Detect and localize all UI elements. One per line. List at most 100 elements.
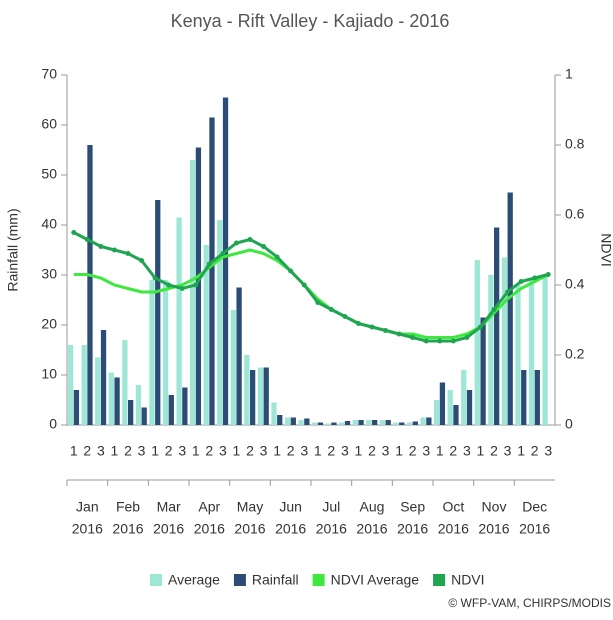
year-label: 2016: [438, 521, 469, 537]
line-marker: [301, 282, 307, 288]
x-tick-label: 3: [422, 443, 430, 459]
x-tick-label: 2: [165, 443, 173, 459]
x-tick-label: 1: [273, 443, 281, 459]
month-label: Jun: [279, 499, 302, 515]
line-marker: [139, 258, 145, 263]
bar: [95, 357, 101, 425]
bar: [155, 200, 161, 425]
x-tick-label: 3: [138, 443, 146, 459]
year-label: 2016: [478, 521, 509, 537]
line-marker: [437, 338, 443, 344]
legend-label: NDVI: [451, 572, 484, 588]
bar: [379, 420, 386, 425]
month-label: Jul: [322, 499, 340, 515]
legend-swatch: [433, 574, 446, 586]
line-marker: [383, 328, 389, 333]
month-label: Oct: [442, 499, 464, 515]
legend-swatch: [312, 574, 325, 586]
chart-title: Kenya - Rift Valley - Kajiado - 2016: [171, 11, 450, 31]
bar: [474, 260, 480, 425]
x-tick-label: 3: [300, 443, 308, 459]
y-tick-label: 0: [49, 416, 57, 432]
bar: [325, 423, 331, 425]
bar: [339, 422, 345, 425]
bar: [190, 160, 196, 425]
x-tick-label: 1: [436, 443, 444, 459]
y-tick-label: 20: [41, 316, 57, 332]
bar: [176, 217, 182, 425]
bar: [317, 422, 324, 425]
bar: [406, 422, 413, 425]
bar: [412, 421, 418, 425]
bar: [128, 400, 134, 425]
bar: [298, 420, 304, 425]
x-tick-label: 1: [517, 443, 525, 459]
bar: [515, 285, 521, 425]
x-tick-label: 2: [409, 443, 417, 459]
bar: [257, 367, 264, 425]
bar: [507, 192, 513, 425]
line-marker: [206, 261, 212, 267]
bar: [461, 370, 467, 425]
year-label: 2016: [72, 521, 103, 537]
line-marker: [220, 251, 226, 256]
line-marker: [261, 244, 267, 249]
bar: [528, 280, 535, 425]
bar: [73, 390, 80, 425]
y-tick-label: 30: [41, 266, 57, 282]
line-marker: [477, 324, 483, 330]
bar: [352, 420, 358, 425]
x-tick-label: 1: [355, 443, 363, 459]
line-marker: [288, 268, 294, 274]
bar: [488, 275, 494, 425]
bar: [68, 345, 74, 425]
y2-axis-label: NDVI: [598, 233, 613, 266]
y-tick-label: 10: [41, 366, 57, 382]
bar: [290, 417, 296, 425]
line-marker: [152, 275, 158, 281]
month-label: Nov: [482, 499, 507, 515]
bar: [304, 418, 310, 425]
bar: [162, 280, 169, 425]
legend-label: Average: [168, 572, 220, 588]
y2-tick-label: 0.2: [565, 346, 585, 362]
x-tick-label: 3: [341, 443, 349, 459]
bar: [372, 420, 378, 425]
line-marker: [274, 254, 280, 260]
y-axis-label: Rainfall (mm): [5, 208, 21, 291]
bar: [366, 420, 372, 425]
bar: [236, 287, 242, 425]
x-tick-label: 1: [477, 443, 485, 459]
x-tick-label: 3: [219, 443, 227, 459]
bar: [263, 367, 269, 425]
y2-tick-label: 0: [565, 416, 573, 432]
bar: [122, 340, 128, 425]
bar: [494, 227, 500, 425]
month-label: Dec: [522, 499, 547, 515]
bar: [271, 402, 277, 425]
bar: [209, 117, 215, 425]
bar: [542, 275, 548, 425]
bar: [114, 377, 120, 425]
line-marker: [84, 237, 90, 242]
year-label: 2016: [153, 521, 184, 537]
x-tick-label: 2: [368, 443, 376, 459]
line-marker: [111, 247, 117, 253]
month-label: Feb: [116, 499, 140, 515]
x-tick-label: 3: [382, 443, 390, 459]
bar: [284, 417, 291, 425]
bar: [135, 385, 142, 425]
legend-label: Rainfall: [252, 572, 299, 588]
bar: [344, 421, 351, 425]
x-tick-label: 2: [531, 443, 539, 459]
year-label: 2016: [316, 521, 347, 537]
bar: [222, 97, 229, 425]
bar: [168, 395, 174, 425]
month-label: Mar: [157, 499, 181, 515]
month-label: Jan: [76, 499, 99, 515]
x-tick-label: 3: [463, 443, 471, 459]
line-marker: [545, 272, 551, 277]
x-tick-label: 2: [327, 443, 335, 459]
line-marker: [315, 300, 321, 305]
line-marker: [518, 279, 524, 284]
